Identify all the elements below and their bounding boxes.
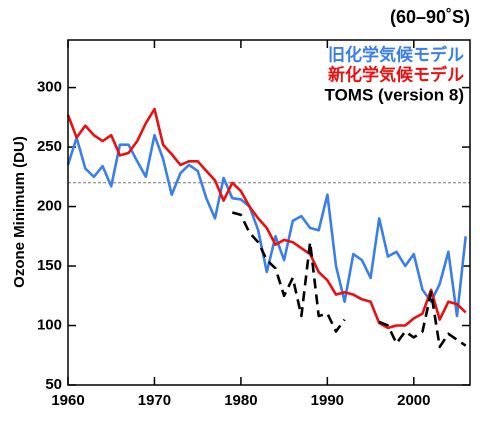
- plot-frame: [67, 39, 471, 386]
- series-line: [66, 133, 467, 318]
- chart-title: (60–90˚S): [390, 7, 470, 27]
- y-tick-label: 100: [37, 316, 62, 333]
- legend-label: 旧化学気候モデル: [328, 44, 464, 64]
- y-tick-label: 200: [37, 198, 62, 215]
- y-tick-label: 150: [37, 257, 62, 274]
- series-line: [231, 211, 467, 349]
- x-tick-label: 1960: [51, 392, 84, 409]
- x-tick-label: 1970: [138, 392, 171, 409]
- x-tick-label: 2000: [397, 392, 430, 409]
- x-tick-label: 1990: [311, 392, 344, 409]
- legend-label: TOMS (version 8): [325, 85, 465, 104]
- x-tick-label: 1980: [224, 392, 257, 409]
- series-line: [66, 107, 467, 330]
- y-tick-label: 50: [45, 376, 62, 393]
- y-tick-label: 250: [37, 138, 62, 155]
- legend-label: 新化学気候モデル: [328, 64, 464, 84]
- y-axis-label: Ozone Minimum (DU): [11, 136, 28, 288]
- y-tick-label: 300: [37, 79, 62, 96]
